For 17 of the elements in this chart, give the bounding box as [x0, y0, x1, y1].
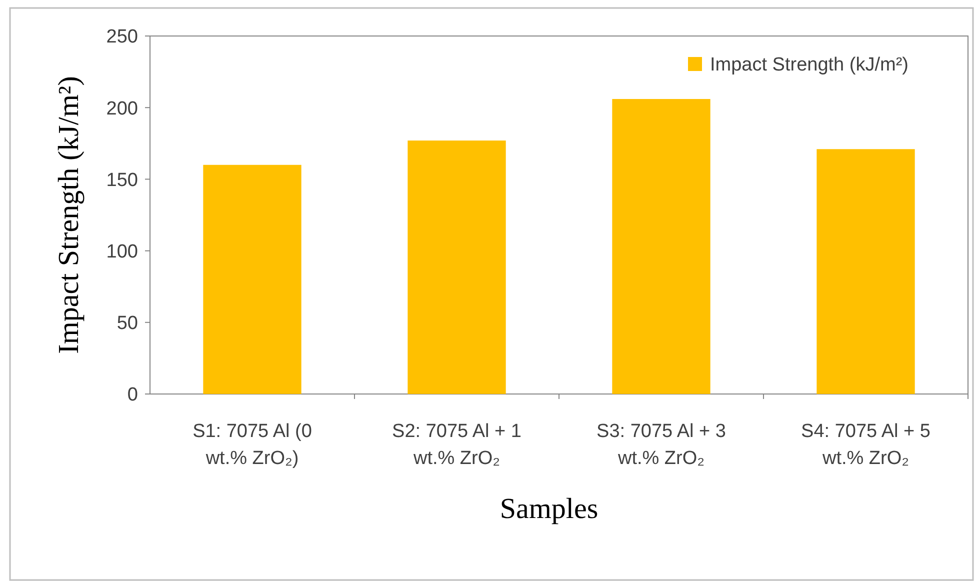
bar: [612, 99, 710, 394]
y-tick-label: 250: [106, 26, 138, 48]
x-axis-title: Samples: [500, 493, 598, 525]
x-tick-label: S4: 7075 Al + 5 wt.% ZrO₂: [801, 421, 930, 469]
bar: [816, 149, 915, 394]
x-tick-label: S3: 7075 Al + 3 wt.% ZrO₂: [596, 421, 726, 469]
bar: [408, 140, 506, 394]
bar: [203, 164, 302, 394]
y-tick-label: 50: [116, 313, 138, 334]
x-tick-label: S1: 7075 Al (0 wt.% ZrO₂): [192, 421, 312, 469]
legend-label: Impact Strength (kJ/m²): [710, 54, 908, 76]
y-axis-title: Impact Strength (kJ/m²): [53, 76, 85, 354]
x-tick-label: S2: 7075 Al + 1 wt.% ZrO₂: [392, 421, 522, 469]
y-tick-label: 0: [127, 384, 138, 406]
y-tick-label: 100: [106, 241, 138, 262]
y-tick-label: 200: [106, 98, 138, 120]
y-tick-label: 150: [106, 170, 138, 191]
